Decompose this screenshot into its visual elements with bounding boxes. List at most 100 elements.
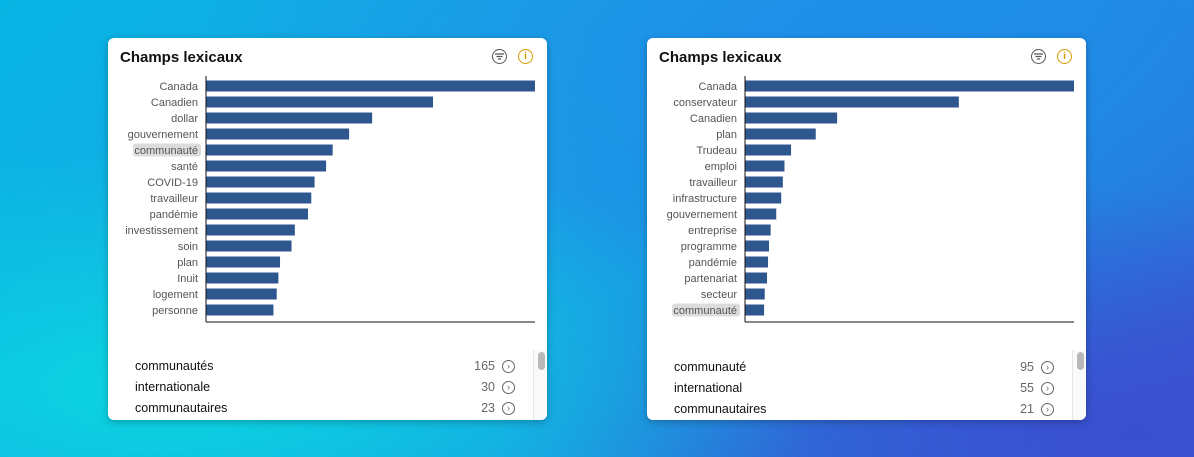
category-label[interactable]: secteur (701, 289, 737, 301)
category-label[interactable]: pandémie (689, 257, 737, 269)
bar-conservateur[interactable] (745, 96, 959, 108)
info-icon[interactable]: i (1057, 49, 1072, 64)
bar-logement[interactable] (206, 288, 277, 300)
bar-plan[interactable] (745, 128, 816, 140)
category-label[interactable]: Canada (159, 81, 198, 93)
category-label[interactable]: entreprise (688, 225, 737, 237)
category-label[interactable]: santé (171, 161, 198, 173)
bar-soin[interactable] (206, 240, 292, 252)
category-label[interactable]: emploi (705, 161, 737, 173)
term-list: communauté 95 › international 55 › commu… (647, 356, 1086, 420)
lexical-fields-panel-1: Champs lexicaux i Canada Canadien dollar go… (108, 38, 547, 420)
list-item-term: communautés (135, 359, 214, 373)
bar-chart: Canada Canadien dollar gouvernement communau… (125, 76, 535, 323)
scrollbar[interactable] (533, 350, 547, 420)
bar-gouvernement[interactable] (206, 128, 350, 140)
bar-gouvernement[interactable] (745, 208, 777, 220)
list-item[interactable]: communautaires 23 › (135, 399, 515, 419)
chevron-right-icon[interactable]: › (1041, 382, 1054, 395)
chevron-right-icon[interactable]: › (1041, 403, 1054, 416)
category-label[interactable]: infrastructure (673, 193, 737, 205)
filter-icon[interactable] (1031, 49, 1046, 64)
list-item-count: 21 (1020, 402, 1034, 416)
list-item-term: communauté (674, 360, 747, 374)
category-label[interactable]: communauté (134, 145, 198, 157)
chevron-right-icon[interactable]: › (502, 360, 515, 373)
list-item[interactable]: internationale 30 › (135, 378, 515, 398)
bar-pandémie[interactable] (745, 256, 769, 268)
bar-santé[interactable] (206, 160, 327, 172)
bar-COVID-19[interactable] (206, 176, 315, 188)
lexical-fields-panel-2: Champs lexicaux i Canada conservateur Cana… (647, 38, 1086, 420)
category-label[interactable]: soin (178, 241, 198, 253)
panel-title: Champs lexicaux (120, 49, 243, 66)
list-item-term: internationale (135, 380, 211, 394)
category-label[interactable]: gouvernement (667, 209, 737, 221)
chevron-right-icon[interactable]: › (502, 402, 515, 415)
term-list: communautés 165 › internationale 30 › co… (108, 356, 547, 420)
category-label[interactable]: travailleur (150, 193, 198, 205)
category-label[interactable]: Trudeau (696, 145, 737, 157)
category-label[interactable]: COVID-19 (147, 177, 198, 189)
list-item-count: 95 (1020, 360, 1034, 374)
category-label[interactable]: conservateur (673, 97, 737, 109)
list-item[interactable]: communautaires 21 › (674, 400, 1054, 420)
bar-plan[interactable] (206, 256, 281, 268)
info-icon[interactable]: i (518, 49, 533, 64)
list-item-term: communautaires (135, 401, 228, 415)
list-item-term: communautaires (674, 402, 767, 416)
category-label[interactable]: Inuit (177, 273, 198, 285)
category-label[interactable]: logement (153, 289, 198, 301)
bar-Inuit[interactable] (206, 272, 279, 284)
list-item[interactable]: communauté 95 › (674, 358, 1054, 378)
bar-chart: Canada conservateur Canadien plan Trudeau emp… (667, 76, 1074, 323)
bar-Canada[interactable] (745, 80, 1074, 92)
bar-secteur[interactable] (745, 288, 765, 300)
bar-communauté[interactable] (745, 304, 765, 316)
list-item-count: 55 (1020, 381, 1034, 395)
category-label[interactable]: programme (681, 241, 737, 253)
list-item[interactable]: communautés 165 › (135, 357, 515, 377)
category-label[interactable]: personne (152, 305, 198, 317)
chevron-right-icon[interactable]: › (1041, 361, 1054, 374)
bar-personne[interactable] (206, 304, 274, 316)
bar-programme[interactable] (745, 240, 770, 252)
bar-travailleur[interactable] (206, 192, 312, 204)
bar-entreprise[interactable] (745, 224, 771, 236)
category-label[interactable]: communauté (673, 305, 737, 317)
scrollbar-thumb[interactable] (538, 352, 545, 370)
category-label[interactable]: pandémie (150, 209, 198, 221)
list-item-term: international (674, 381, 743, 395)
bar-partenariat[interactable] (745, 272, 768, 284)
bar-Canada[interactable] (206, 80, 535, 92)
scrollbar-thumb[interactable] (1077, 352, 1084, 370)
label-highlight (672, 303, 740, 317)
scrollbar[interactable] (1072, 350, 1086, 420)
list-item-count: 30 (481, 380, 495, 394)
category-label[interactable]: Canadien (151, 97, 198, 109)
category-label[interactable]: Canadien (690, 113, 737, 125)
category-label[interactable]: travailleur (689, 177, 737, 189)
bar-Canadien[interactable] (745, 112, 838, 124)
category-label[interactable]: Canada (698, 81, 737, 93)
bar-pandémie[interactable] (206, 208, 308, 220)
bar-communauté[interactable] (206, 144, 333, 156)
bar-travailleur[interactable] (745, 176, 783, 188)
bar-investissement[interactable] (206, 224, 295, 236)
bar-infrastructure[interactable] (745, 192, 782, 204)
category-label[interactable]: investissement (125, 225, 198, 237)
panel-title: Champs lexicaux (659, 49, 782, 66)
category-label[interactable]: plan (177, 257, 198, 269)
list-item[interactable]: international 55 › (674, 379, 1054, 399)
bar-emploi[interactable] (745, 160, 785, 172)
list-item-count: 165 (474, 359, 495, 373)
bar-dollar[interactable] (206, 112, 373, 124)
category-label[interactable]: gouvernement (128, 129, 198, 141)
category-label[interactable]: plan (716, 129, 737, 141)
filter-icon[interactable] (492, 49, 507, 64)
category-label[interactable]: partenariat (684, 273, 737, 285)
bar-Canadien[interactable] (206, 96, 434, 108)
category-label[interactable]: dollar (171, 113, 198, 125)
bar-Trudeau[interactable] (745, 144, 792, 156)
chevron-right-icon[interactable]: › (502, 381, 515, 394)
